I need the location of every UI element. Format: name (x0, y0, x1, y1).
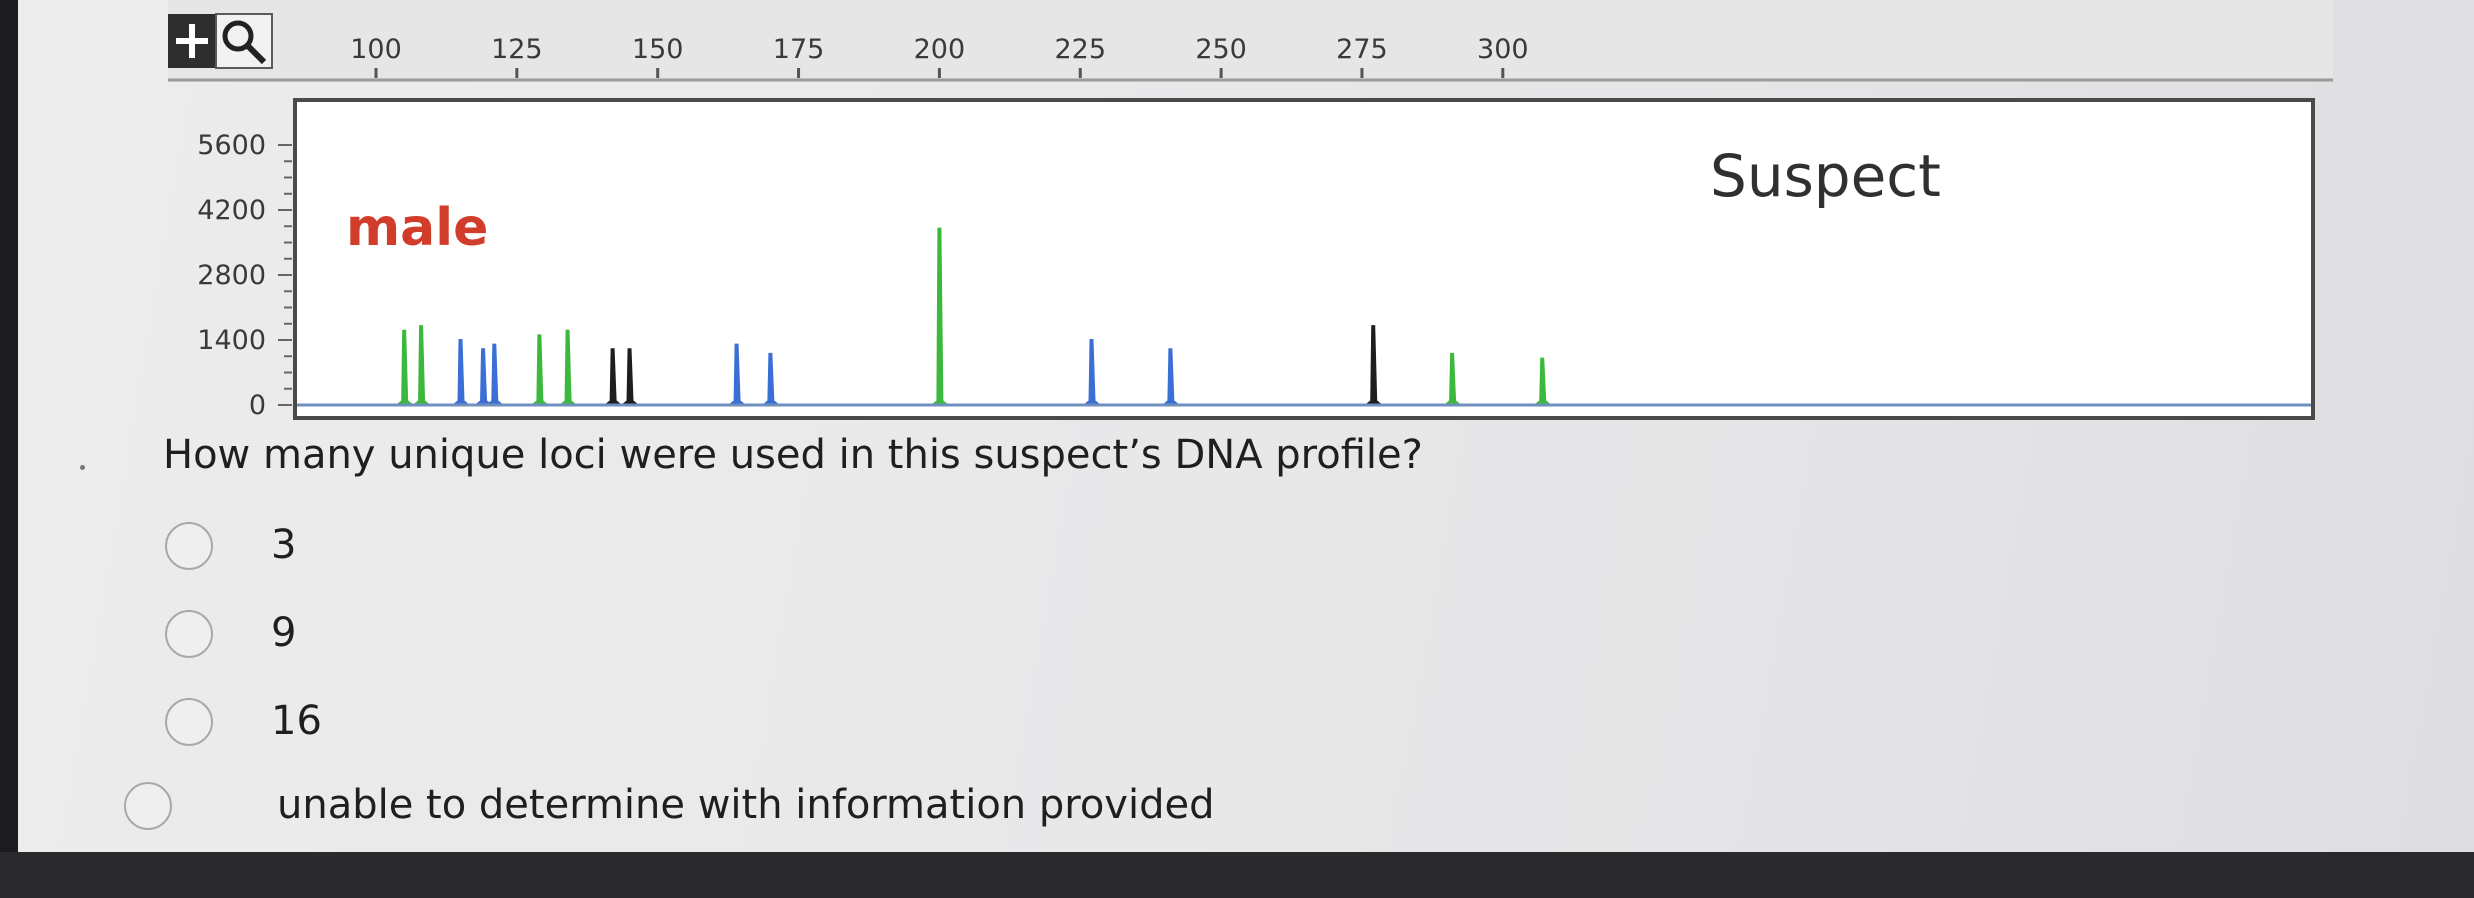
magnifier-icon (222, 20, 254, 52)
answer-option-2[interactable]: 9 (165, 610, 296, 658)
magnifier-button[interactable] (215, 13, 273, 69)
option-label: 9 (271, 610, 297, 656)
answer-option-4[interactable]: unable to determine with information pro… (124, 782, 1214, 830)
rfu-tick-label: 2800 (197, 260, 266, 291)
option-label: unable to determine with information pro… (277, 782, 1215, 828)
question-text: How many unique loci were used in this s… (163, 432, 1423, 478)
size-tick-label: 100 (350, 34, 402, 65)
sample-label: male (346, 198, 489, 258)
option-label: 16 (271, 698, 322, 744)
rfu-tick-label: 1400 (197, 325, 266, 356)
option-label: 3 (271, 522, 297, 568)
size-tick-label: 275 (1336, 34, 1388, 65)
answer-option-3[interactable]: 16 (165, 698, 322, 746)
size-tick-label: 300 (1477, 34, 1529, 65)
size-tick-label: 125 (491, 34, 543, 65)
radio-button[interactable] (124, 782, 172, 830)
size-tick-label: 200 (914, 34, 966, 65)
bullet-dot (80, 465, 85, 470)
size-tick-label: 150 (632, 34, 684, 65)
quiz-page: 100 125 150 175 200 225 250 275 300 5600 4200 2800… (18, 0, 2474, 852)
rfu-tick-label: 4200 (197, 195, 266, 226)
peak-traces (394, 227, 1554, 406)
rfu-axis: 5600 4200 2800 1400 0 (197, 130, 292, 421)
radio-button[interactable] (165, 610, 213, 658)
size-ruler-bg (168, 0, 2333, 80)
rfu-tick-label: 5600 (197, 130, 266, 161)
screen-bezel (0, 852, 2474, 898)
electropherogram: 100 125 150 175 200 225 250 275 300 5600 4200 2800… (168, 0, 2333, 428)
plot-area (293, 98, 2315, 420)
rfu-tick-label: 0 (249, 390, 266, 421)
size-tick-label: 250 (1195, 34, 1247, 65)
radio-button[interactable] (165, 522, 213, 570)
size-tick-label: 225 (1054, 34, 1106, 65)
electropherogram-chart: 100 125 150 175 200 225 250 275 300 5600 4200 2800… (168, 0, 2333, 421)
size-axis: 100 125 150 175 200 225 250 275 300 (350, 34, 1529, 78)
zoom-in-button[interactable] (168, 14, 216, 68)
radio-button[interactable] (165, 698, 213, 746)
size-tick-label: 175 (773, 34, 825, 65)
answer-option-1[interactable]: 3 (165, 522, 296, 570)
profile-label: Suspect (1710, 142, 1941, 210)
